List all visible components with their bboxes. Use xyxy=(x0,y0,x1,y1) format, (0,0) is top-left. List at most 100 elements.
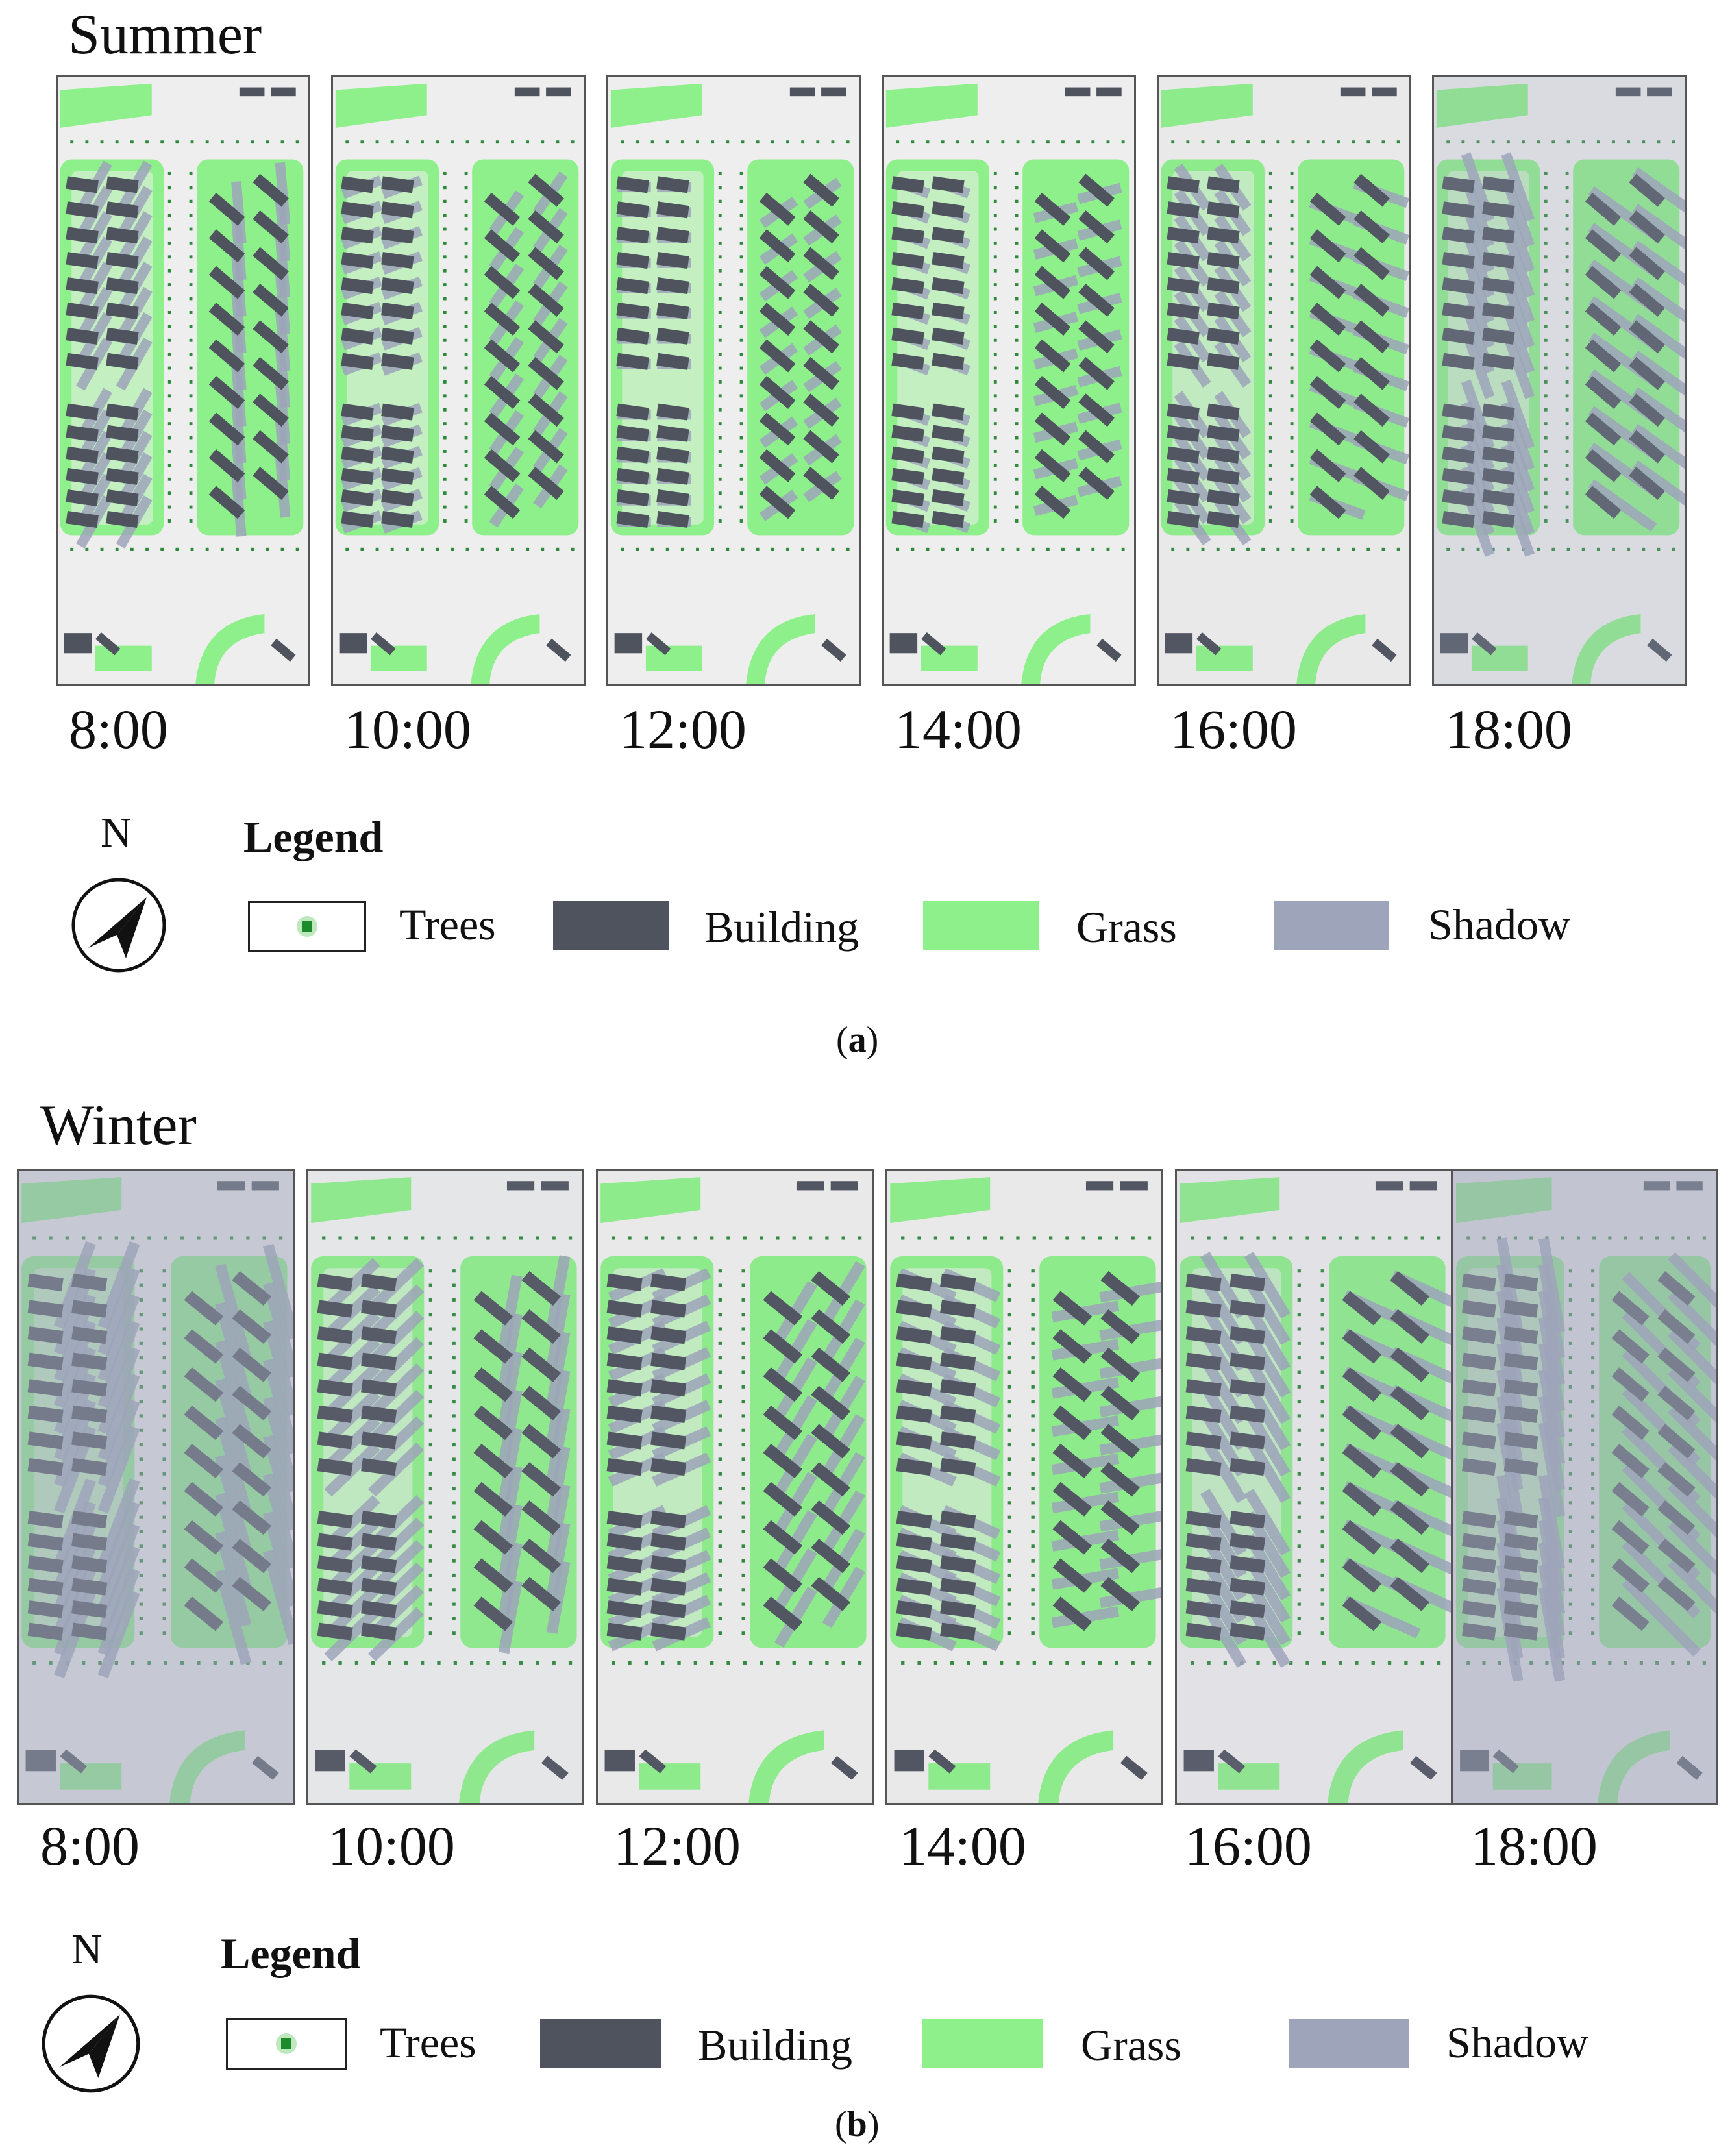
tree-dot xyxy=(1381,140,1385,144)
tree-dot xyxy=(464,199,468,203)
building xyxy=(66,425,99,442)
tree-dot xyxy=(354,1236,359,1240)
building xyxy=(759,376,796,409)
tree-dot xyxy=(464,325,468,328)
grass-area xyxy=(610,83,702,128)
building xyxy=(106,302,139,319)
building xyxy=(811,1385,851,1420)
tree-dot xyxy=(917,1236,921,1240)
building xyxy=(317,1326,353,1344)
tree-dot xyxy=(1031,140,1035,144)
tree-dot xyxy=(718,214,722,217)
building xyxy=(1353,467,1390,501)
tree-dot xyxy=(167,338,171,342)
tree-dot xyxy=(167,186,171,190)
tree-dot xyxy=(983,1236,987,1240)
tree-dot xyxy=(452,1414,456,1418)
grass-arc xyxy=(1021,613,1091,684)
building xyxy=(361,1326,397,1344)
building xyxy=(803,247,839,280)
building xyxy=(1482,467,1515,485)
tree-dot xyxy=(1297,1472,1301,1476)
compass-icon xyxy=(42,1994,140,2093)
tree-dot xyxy=(711,547,715,551)
tree-dot xyxy=(1297,1341,1301,1345)
shadow-patch xyxy=(1632,350,1685,403)
building xyxy=(656,446,689,464)
building xyxy=(616,425,649,442)
legend-trees-label: Trees xyxy=(399,900,496,949)
tree-dot xyxy=(911,547,915,551)
tree-dot xyxy=(993,436,997,440)
building xyxy=(1185,1300,1222,1318)
building xyxy=(1482,277,1515,295)
tree-dot xyxy=(443,450,447,453)
tree-dot xyxy=(1290,214,1294,217)
tree-dot xyxy=(710,1236,714,1240)
building xyxy=(1100,1500,1141,1535)
tree-dot xyxy=(428,1472,432,1476)
building xyxy=(317,1300,353,1318)
building xyxy=(1472,632,1497,656)
tree-dot xyxy=(926,547,930,551)
tree-dot xyxy=(189,505,193,509)
tree-dot xyxy=(541,547,545,551)
shadow-patch xyxy=(324,1495,380,1550)
building xyxy=(932,302,965,319)
building xyxy=(896,1600,932,1618)
building xyxy=(361,1600,397,1618)
shadow-patch xyxy=(498,1351,523,1425)
building xyxy=(381,489,414,506)
building xyxy=(891,327,924,345)
building xyxy=(521,1309,562,1344)
shadow-patch xyxy=(546,1332,571,1405)
tree-dot xyxy=(1565,214,1569,217)
tree-dot xyxy=(739,491,743,495)
building xyxy=(1207,489,1240,506)
tree-dot xyxy=(759,1236,763,1240)
tree-dot xyxy=(1565,491,1569,495)
tree-dot xyxy=(993,450,997,453)
site-map xyxy=(19,1171,293,1803)
tree-dot xyxy=(739,227,743,231)
building xyxy=(253,283,289,317)
tree-dot xyxy=(1015,171,1019,175)
tree-dot xyxy=(1098,1236,1102,1240)
building xyxy=(811,1271,851,1306)
shadow-patch xyxy=(1632,314,1685,367)
tree-dot xyxy=(1290,519,1294,523)
tree-dot xyxy=(1420,1661,1424,1665)
tree-dot xyxy=(1268,436,1272,440)
tree-dot xyxy=(1297,1559,1301,1563)
tree-dot xyxy=(741,1501,745,1505)
shadow-patch xyxy=(546,1446,571,1520)
tree-dot xyxy=(993,380,997,384)
tree-dot xyxy=(1007,1327,1011,1331)
tree-dot xyxy=(1261,547,1265,551)
tree-dot xyxy=(993,186,997,190)
tree-dot xyxy=(464,477,468,481)
building xyxy=(616,277,649,295)
tree-dot xyxy=(808,1236,813,1240)
tree-dot xyxy=(1476,547,1480,551)
building xyxy=(1207,353,1240,370)
tree-dot xyxy=(443,283,447,287)
tree-dot xyxy=(1268,366,1272,370)
tree-dot xyxy=(436,547,439,551)
tree-dot xyxy=(452,1385,456,1389)
building xyxy=(811,1500,851,1535)
building xyxy=(484,449,521,482)
tree-dot xyxy=(1261,140,1265,144)
tree-dot xyxy=(1246,140,1250,144)
tree-dot xyxy=(189,255,193,259)
grass-area xyxy=(928,1763,991,1790)
building xyxy=(656,511,689,528)
tree-dot xyxy=(1007,1370,1011,1374)
tree-dot xyxy=(338,1661,342,1665)
shadow-patch xyxy=(367,1517,425,1572)
building xyxy=(650,1352,687,1370)
site-map xyxy=(887,1171,1161,1803)
building xyxy=(66,327,99,345)
building xyxy=(940,1555,976,1574)
tree-dot xyxy=(741,1588,745,1592)
